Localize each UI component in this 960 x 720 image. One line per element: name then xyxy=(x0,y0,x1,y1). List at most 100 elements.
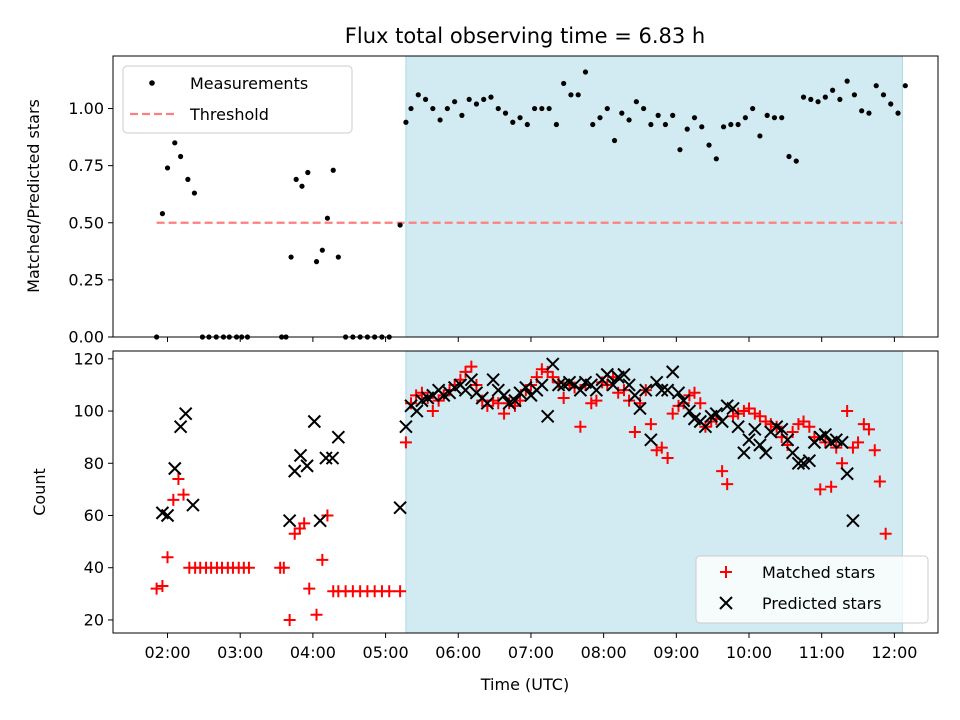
predicted-star-point xyxy=(486,373,500,387)
legend-threshold-label: Threshold xyxy=(189,105,269,124)
measurement-point xyxy=(172,140,178,146)
legend-measurements-marker xyxy=(149,80,155,86)
top-ylabel: Matched/Predicted stars xyxy=(24,99,43,293)
measurement-point xyxy=(662,121,669,128)
bottom-ytick-label: 20 xyxy=(84,610,104,629)
measurement-point xyxy=(611,137,618,144)
top-ytick-label: 1.00 xyxy=(68,99,104,118)
measurement-point xyxy=(510,119,516,125)
measurement-point xyxy=(422,96,429,103)
predicted-star-point xyxy=(671,386,686,400)
measurement-point xyxy=(670,112,676,118)
measurement-point xyxy=(553,121,559,128)
predicted-star-point xyxy=(546,357,560,371)
measurement-point xyxy=(582,69,589,75)
legend-predicted-label: Predicted stars xyxy=(762,594,882,613)
measurement-point xyxy=(720,124,727,130)
predicted-star-point xyxy=(458,383,473,397)
matched-star-point xyxy=(694,397,707,410)
measurement-point xyxy=(728,121,734,128)
matched-star-point xyxy=(167,493,180,506)
predicted-star-point xyxy=(753,438,767,452)
predicted-star-point xyxy=(633,401,647,416)
matched-star-point xyxy=(298,517,311,530)
measurement-point xyxy=(335,254,341,260)
predicted-star-point xyxy=(759,446,773,460)
measurement-point xyxy=(742,115,748,121)
predicted-star-point xyxy=(325,451,340,465)
predicted-star-point xyxy=(682,404,697,418)
measurement-point xyxy=(502,110,509,116)
measurement-point xyxy=(539,105,545,112)
matched-star-point xyxy=(310,608,323,621)
predicted-star-point xyxy=(818,427,833,442)
measurement-point xyxy=(706,142,712,148)
matched-star-point xyxy=(803,420,816,433)
predicted-star-point xyxy=(639,383,653,397)
measurement-point xyxy=(185,176,191,182)
matched-star-point xyxy=(150,582,163,595)
predicted-star-point xyxy=(300,459,314,473)
measurement-point xyxy=(757,133,763,139)
measurement-point xyxy=(452,99,458,105)
bottom-panel: 20 40 60 80 100 120 02:00 03:00 04:00 05:00 06:00… xyxy=(30,349,939,694)
matched-star-point xyxy=(661,452,674,465)
measurement-point xyxy=(293,176,299,182)
bottom-xtick-label: 12:00 xyxy=(871,643,917,662)
measurement-point xyxy=(531,105,538,112)
predicted-star-point xyxy=(589,383,604,397)
measurement-point xyxy=(691,115,698,121)
bottom-xtick-label: 05:00 xyxy=(363,643,409,662)
matched-star-point xyxy=(666,407,679,420)
matched-star-point xyxy=(383,585,396,598)
predicted-star-point xyxy=(178,406,193,421)
bottom-legend: Matched stars Predicted stars xyxy=(695,555,929,624)
matched-star-point xyxy=(465,360,478,373)
measurement-point xyxy=(735,121,741,128)
matched-star-point xyxy=(172,472,185,485)
measurement-point xyxy=(902,83,908,89)
measurement-point xyxy=(177,153,184,160)
measurement-point xyxy=(800,94,807,100)
measurement-point xyxy=(779,115,785,121)
predicted-star-point xyxy=(519,380,533,395)
predicted-star-point xyxy=(676,393,691,408)
predicted-star-point xyxy=(709,406,724,421)
measurement-point xyxy=(793,158,799,164)
bottom-xtick-label: 08:00 xyxy=(581,643,627,662)
measurement-point xyxy=(466,96,472,103)
measurement-point xyxy=(324,215,331,221)
predicted-star-point xyxy=(660,383,675,397)
matched-star-point xyxy=(852,436,865,449)
measurement-point xyxy=(575,92,581,98)
matched-star-point xyxy=(721,478,734,491)
top-legend-box xyxy=(122,65,353,134)
predicted-star-point xyxy=(551,378,566,392)
measurement-point xyxy=(641,105,647,112)
predicted-star-point xyxy=(748,422,762,437)
measurement-point xyxy=(750,105,756,112)
predicted-star-point xyxy=(186,498,200,512)
measurement-point xyxy=(408,105,414,112)
matched-star-point xyxy=(716,465,729,478)
matched-star-point xyxy=(868,444,881,457)
measurement-point xyxy=(626,117,632,123)
measurement-point xyxy=(590,121,596,128)
predicted-star-point xyxy=(628,388,642,403)
matched-star-point xyxy=(546,371,559,384)
measurement-point xyxy=(844,78,850,84)
predicted-star-point xyxy=(655,383,669,397)
matched-star-point xyxy=(650,444,663,457)
matched-star-point xyxy=(177,488,190,501)
measurement-point xyxy=(633,99,639,105)
bottom-ytick-label: 60 xyxy=(84,506,104,525)
predicted-star-point xyxy=(726,401,740,416)
predicted-star-point xyxy=(737,446,751,460)
measurement-point xyxy=(495,105,501,112)
matched-star-point xyxy=(753,410,766,423)
predicted-star-point xyxy=(464,373,479,387)
measurement-point xyxy=(568,92,574,98)
measurement-point xyxy=(159,211,166,217)
measurement-point xyxy=(895,110,901,116)
